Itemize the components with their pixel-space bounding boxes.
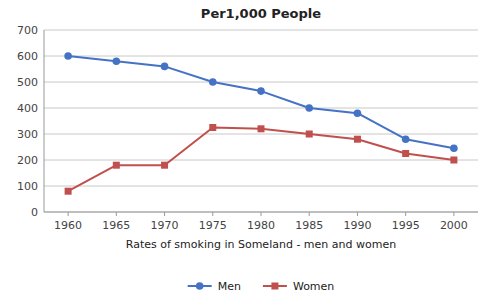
x-tick-label: 1985 [295,219,323,232]
x-axis [44,212,478,213]
data-point [113,162,120,169]
legend-label: Men [218,280,241,293]
y-tick-label: 200 [17,154,38,167]
data-point [209,78,217,86]
x-tick-label: 1990 [343,219,371,232]
data-point [402,135,410,143]
plot-area [64,52,457,195]
grid-line [44,82,478,83]
data-point [64,52,72,60]
x-tick-label: 2000 [440,219,468,232]
y-tick-label: 500 [17,76,38,89]
data-point [257,87,265,95]
data-point [258,125,265,132]
data-point [113,57,121,65]
y-tick-label: 0 [31,206,38,219]
x-tick [116,212,117,216]
x-tick [164,212,165,216]
x-tick [453,212,454,216]
data-point [305,104,313,112]
series-line [68,56,454,148]
x-tick [405,212,406,216]
title: Per1,000 People [201,6,321,21]
series-line [68,128,454,192]
legend-label: Women [293,280,334,293]
x-tick [357,212,358,216]
grid-line [44,108,478,109]
x-tick [212,212,213,216]
x-tick [261,212,262,216]
data-point [306,131,313,138]
y-tick-label: 100 [17,180,38,193]
grid-line [44,212,478,213]
legend-marker [271,283,278,290]
data-point [161,63,169,71]
x-tick-label: 1975 [199,219,227,232]
legend-marker [196,282,204,290]
y-tick-label: 700 [17,24,38,37]
y-axis [44,30,45,212]
grid-line [44,30,478,31]
y-tick-label: 600 [17,50,38,63]
x-tick [309,212,310,216]
grid-line [44,56,478,57]
data-point [402,150,409,157]
legend-item: Men [188,280,241,293]
x-tick-label: 1960 [54,219,82,232]
grid-line [44,186,478,187]
y-tick-label: 400 [17,102,38,115]
x-tick-label: 1980 [247,219,275,232]
data-point [354,109,362,117]
y-tick-label: 300 [17,128,38,141]
x-tick-label: 1965 [102,219,130,232]
data-point [65,188,72,195]
chart: Per1,000 People 0 100 200 300 400 500 600 700 196… [0,0,490,300]
grid-line [44,160,478,161]
x-tick-label: 1970 [151,219,179,232]
x-tick-label: 1995 [392,219,420,232]
x-axis-label: Rates of smoking in Someland - men and w… [126,238,396,251]
data-point [354,136,361,143]
legend-item: Women [263,280,334,293]
data-point [450,157,457,164]
legend: Men Women [188,280,335,293]
x-tick [68,212,69,216]
grid-line [44,134,478,135]
data-point [450,145,458,153]
data-point [209,124,216,131]
data-point [161,162,168,169]
